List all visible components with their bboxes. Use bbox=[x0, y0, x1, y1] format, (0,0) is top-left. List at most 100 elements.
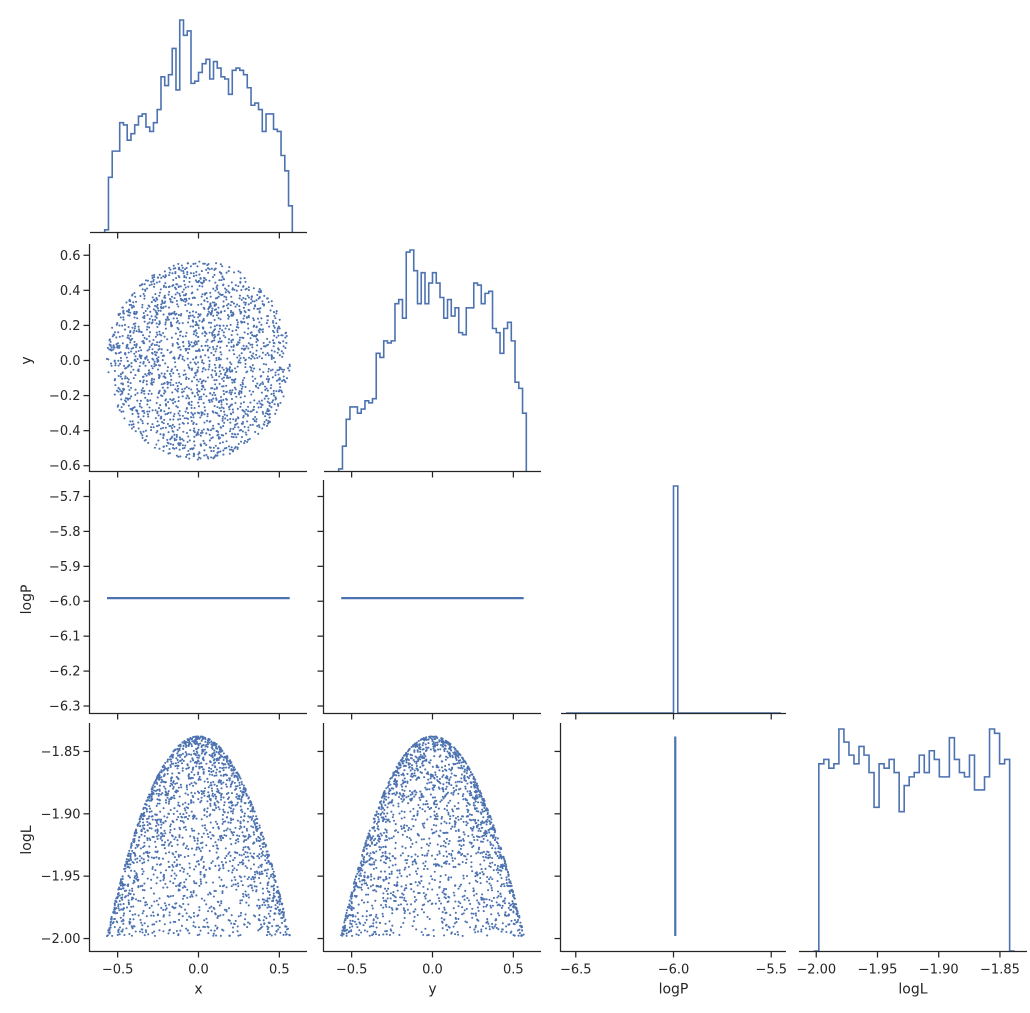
scatter-point bbox=[256, 855, 259, 858]
scatter-point bbox=[359, 872, 362, 875]
scatter-point bbox=[187, 315, 190, 318]
scatter-point bbox=[148, 326, 151, 329]
scatter-point bbox=[478, 827, 481, 830]
scatter-point bbox=[171, 435, 174, 438]
scatter-point bbox=[185, 786, 188, 789]
scatter-point bbox=[254, 873, 257, 876]
scatter-point bbox=[247, 429, 250, 432]
scatter-point bbox=[225, 384, 228, 387]
scatter-point bbox=[126, 884, 129, 887]
scatter-point bbox=[124, 400, 128, 403]
scatter-point bbox=[244, 311, 247, 314]
scatter-point bbox=[126, 365, 130, 368]
scatter-point bbox=[176, 767, 179, 770]
scatter-point bbox=[155, 281, 158, 284]
scatter-point bbox=[242, 846, 245, 849]
scatter-point bbox=[266, 897, 269, 900]
scatter-point bbox=[404, 866, 407, 869]
scatter-point bbox=[258, 288, 261, 291]
scatter-point bbox=[263, 345, 266, 348]
scatter-point bbox=[180, 269, 183, 272]
scatter-point bbox=[182, 340, 185, 343]
scatter-point bbox=[213, 325, 216, 328]
scatter-point bbox=[449, 817, 452, 820]
scatter-point bbox=[258, 871, 261, 874]
scatter-point bbox=[237, 285, 240, 288]
scatter-point bbox=[158, 777, 161, 780]
scatter-point bbox=[212, 345, 215, 349]
scatter-point bbox=[194, 356, 197, 360]
scatter-point bbox=[119, 916, 122, 919]
scatter-point bbox=[432, 823, 435, 827]
scatter-point bbox=[206, 777, 209, 780]
scatter-point bbox=[192, 320, 195, 323]
scatter-point bbox=[183, 446, 186, 449]
scatter-point bbox=[235, 289, 238, 292]
scatter-point bbox=[154, 417, 157, 420]
scatter-point bbox=[153, 343, 156, 347]
scatter-point bbox=[482, 850, 485, 853]
scatter-point bbox=[247, 303, 250, 306]
scatter-point bbox=[273, 895, 276, 898]
scatter-point bbox=[208, 795, 211, 798]
scatter-point bbox=[162, 285, 165, 288]
scatter-point bbox=[450, 784, 453, 787]
scatter-point bbox=[140, 833, 143, 836]
scatter-point bbox=[238, 359, 241, 362]
scatter-point bbox=[165, 907, 168, 910]
scatter-point bbox=[401, 892, 404, 895]
scatter-point bbox=[211, 764, 214, 767]
scatter-point bbox=[134, 355, 137, 358]
scatter-point bbox=[278, 926, 281, 929]
scatter-point bbox=[205, 278, 208, 281]
scatter-point bbox=[171, 755, 174, 758]
scatter-point bbox=[194, 334, 198, 337]
scatter-point bbox=[251, 300, 254, 303]
scatter-point bbox=[147, 441, 150, 444]
scatter-point bbox=[218, 375, 221, 378]
scatter-point bbox=[218, 757, 221, 760]
scatter-point bbox=[252, 319, 255, 322]
scatter-point bbox=[139, 814, 143, 817]
scatter-point bbox=[194, 754, 197, 757]
scatter-point bbox=[190, 810, 193, 813]
scatter-point bbox=[121, 324, 124, 327]
scatter-point bbox=[119, 373, 123, 376]
scatter-point bbox=[184, 847, 187, 850]
scatter-point bbox=[174, 902, 177, 905]
scatter-point bbox=[260, 374, 263, 378]
scatter-point bbox=[180, 815, 183, 818]
scatter-point bbox=[175, 312, 178, 315]
scatter-point bbox=[494, 836, 497, 839]
scatter-point bbox=[260, 406, 263, 409]
scatter-point bbox=[171, 391, 174, 394]
scatter-point bbox=[195, 894, 198, 897]
scatter-point bbox=[130, 365, 133, 368]
scatter-point bbox=[240, 854, 243, 857]
scatter-point bbox=[155, 313, 158, 316]
scatter-point bbox=[166, 758, 169, 761]
scatter-point bbox=[172, 372, 175, 375]
scatter-point bbox=[185, 299, 188, 302]
scatter-point bbox=[411, 863, 414, 866]
scatter-point bbox=[185, 784, 188, 787]
scatter-point bbox=[195, 384, 198, 387]
scatter-point bbox=[488, 898, 491, 901]
scatter-point bbox=[189, 736, 192, 740]
scatter-point bbox=[273, 334, 276, 337]
scatter-point bbox=[219, 798, 223, 801]
scatter-point bbox=[228, 759, 232, 762]
scatter-point bbox=[234, 305, 237, 308]
scatter-point bbox=[167, 293, 170, 296]
scatter-point bbox=[391, 912, 394, 915]
scatter-point bbox=[150, 904, 153, 907]
scatter-point bbox=[490, 913, 493, 916]
scatter-point bbox=[374, 837, 377, 840]
scatter-point bbox=[219, 426, 222, 429]
scatter-point bbox=[177, 748, 180, 751]
scatter-point bbox=[275, 930, 278, 933]
scatter-point bbox=[118, 324, 121, 327]
scatter-point bbox=[477, 801, 480, 804]
scatter-point bbox=[181, 915, 184, 918]
scatter-point bbox=[176, 385, 179, 388]
